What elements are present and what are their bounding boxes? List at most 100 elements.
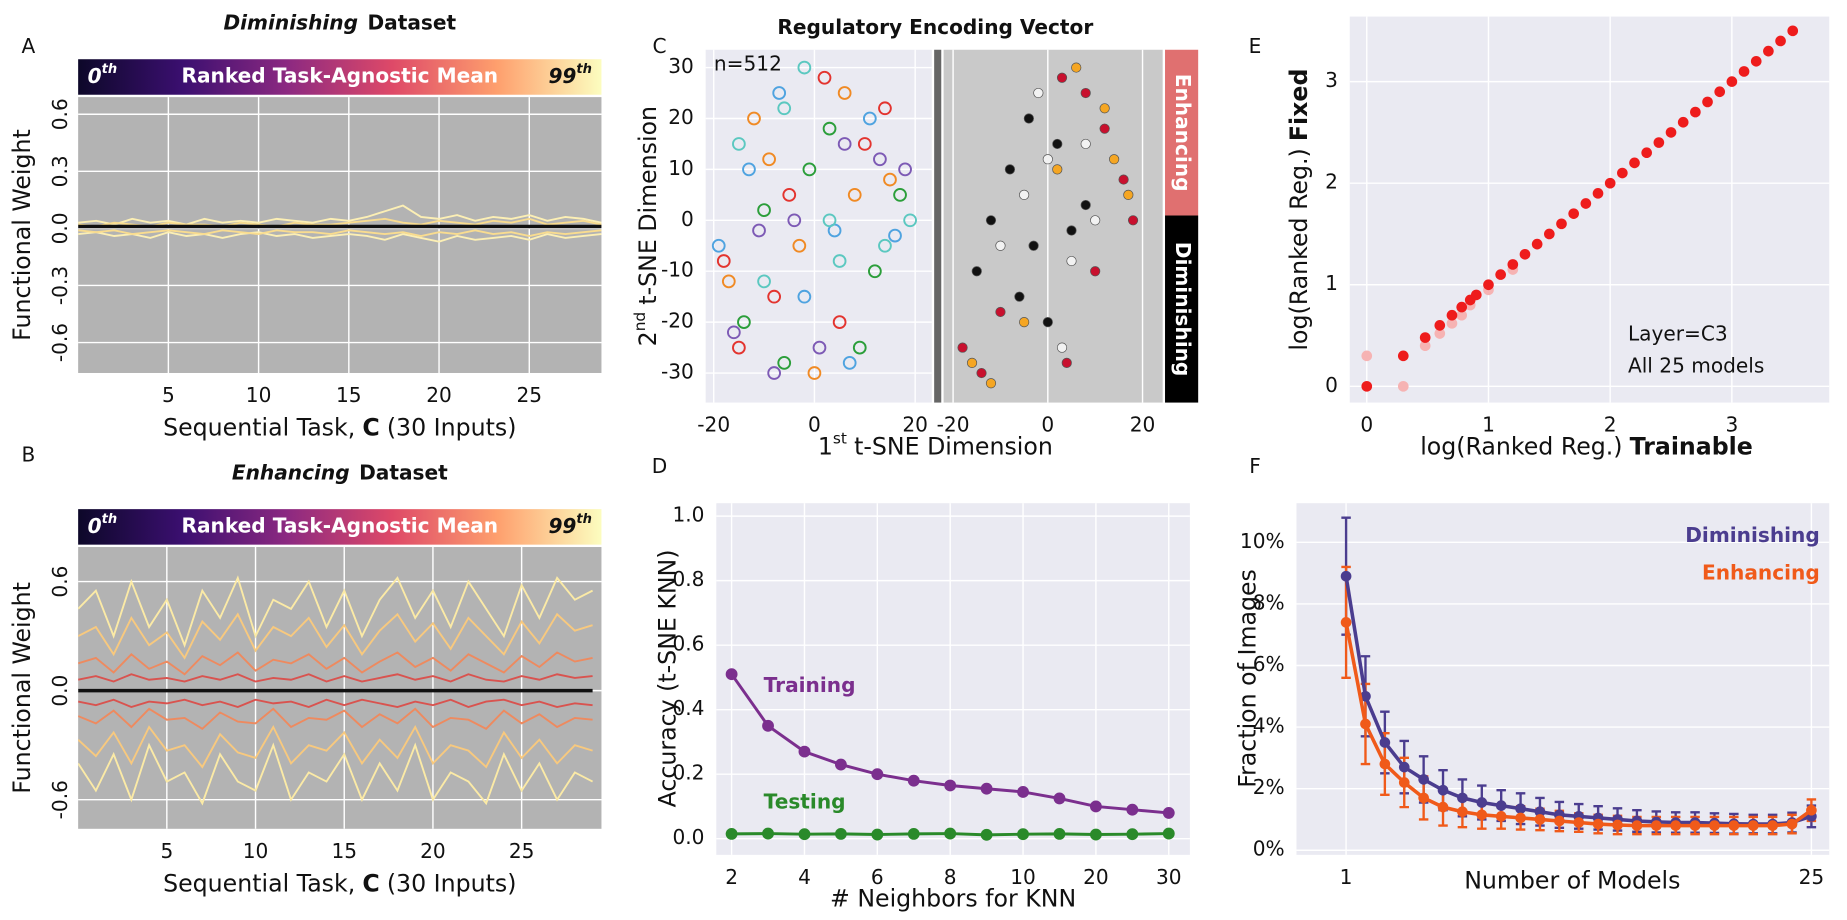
x-tick-label: 1: [1482, 413, 1495, 437]
point: [837, 86, 852, 100]
line: [78, 204, 602, 226]
point: [944, 779, 957, 792]
y-tick-label: 0.0: [48, 212, 72, 244]
y-axis-label-part: 2: [633, 331, 661, 346]
point: [1360, 690, 1371, 702]
annotation: n=512: [714, 52, 782, 76]
point: [1162, 827, 1175, 840]
y-tick-label: -0.6: [48, 780, 72, 819]
y-tick-label: 0.2: [672, 761, 704, 785]
panel-divider: [934, 49, 942, 403]
point: [1592, 188, 1604, 199]
point: [888, 228, 902, 243]
x-axis-label-part: C: [362, 413, 379, 441]
x-tick-label: 25: [1799, 865, 1825, 889]
point: [842, 355, 857, 370]
point: [797, 289, 812, 304]
y-axis-label: 2nd t-SNE Dimension: [630, 106, 661, 346]
y-tick-label: 0: [681, 207, 694, 231]
side-label: Diminishing: [1171, 242, 1195, 377]
x-tick-label: 2: [1604, 413, 1617, 437]
y-axis-label: log(Ranked Reg.) Fixed: [1285, 69, 1313, 351]
x-tick-label: 20: [1083, 865, 1109, 889]
plot-background: [716, 503, 1190, 855]
point: [1090, 215, 1101, 226]
point: [1398, 777, 1410, 788]
colorbar-high-sup: th: [576, 512, 592, 527]
point: [868, 264, 882, 279]
point: [995, 240, 1006, 251]
plot-background: [943, 49, 1163, 403]
point: [1456, 309, 1468, 321]
point: [792, 238, 807, 253]
x-axis-label: Sequential Task, C (30 Inputs): [163, 869, 516, 897]
point: [1361, 380, 1373, 392]
point: [837, 137, 852, 151]
point: [1379, 758, 1391, 770]
chart-title-part: Dataset: [359, 460, 448, 484]
colorbar-label: Ranked Task-Agnostic Mean: [181, 63, 498, 87]
colorbar-high: 99th: [548, 512, 592, 538]
point: [871, 768, 884, 781]
x-axis-label: # Neighbors for KNN: [830, 884, 1076, 912]
y-tick-label: 0.6: [48, 98, 72, 130]
y-tick-label: -20: [661, 309, 694, 333]
point: [1495, 811, 1507, 822]
point: [1507, 259, 1519, 270]
point: [832, 254, 847, 268]
y-tick-label: 6%: [1253, 652, 1285, 676]
chart-title: Enhancing Dataset: [232, 460, 448, 484]
point: [834, 827, 847, 840]
point: [980, 828, 993, 841]
y-tick-label: -0.3: [48, 266, 72, 305]
side-box: [1165, 49, 1199, 216]
point: [1543, 228, 1555, 240]
line: [78, 229, 602, 237]
y-tick-label: -10: [661, 258, 694, 282]
point: [1534, 806, 1546, 818]
point: [1702, 96, 1713, 108]
side-label: Enhancing: [1171, 74, 1195, 192]
point: [1786, 818, 1798, 830]
x-tick-label: 0: [1041, 413, 1054, 437]
series-label: Testing: [764, 789, 846, 813]
x-tick-label: 15: [331, 839, 357, 863]
point: [1398, 761, 1410, 773]
line: [78, 651, 593, 676]
point: [832, 315, 847, 330]
x-axis-label: Number of Models: [1464, 867, 1680, 895]
point: [798, 828, 811, 841]
side-box: [1165, 215, 1199, 403]
colorbar-low: 0th: [88, 62, 118, 88]
colorbar-low-num: 0: [88, 513, 102, 537]
point: [757, 203, 771, 217]
x-axis-label-part: st: [833, 429, 847, 447]
point: [1109, 154, 1120, 165]
x-axis-label-part: Trainable: [1630, 432, 1753, 460]
x-axis-label: 1st t-SNE Dimension: [818, 429, 1053, 460]
point: [971, 266, 982, 277]
point: [726, 325, 741, 340]
x-tick-label: 20: [420, 839, 446, 863]
x-tick-label: 2: [725, 865, 738, 889]
point: [798, 745, 811, 758]
point: [1534, 814, 1546, 825]
point: [1650, 820, 1662, 831]
point: [762, 152, 776, 167]
point: [1612, 819, 1623, 831]
x-tick-label: 1: [1340, 865, 1353, 889]
point: [802, 162, 817, 177]
point: [1434, 320, 1446, 331]
colorbar-high-num: 99: [548, 513, 576, 537]
y-tick-label: 0.3: [48, 155, 72, 187]
point: [732, 137, 746, 151]
point: [1379, 737, 1391, 748]
point: [1604, 177, 1616, 189]
y-axis-label-part: log(Ranked Reg.): [1285, 148, 1313, 350]
point: [1017, 786, 1029, 798]
point: [878, 238, 892, 253]
point: [1126, 803, 1139, 816]
point: [777, 355, 792, 370]
point: [1556, 218, 1567, 230]
colorbar: [78, 59, 602, 95]
